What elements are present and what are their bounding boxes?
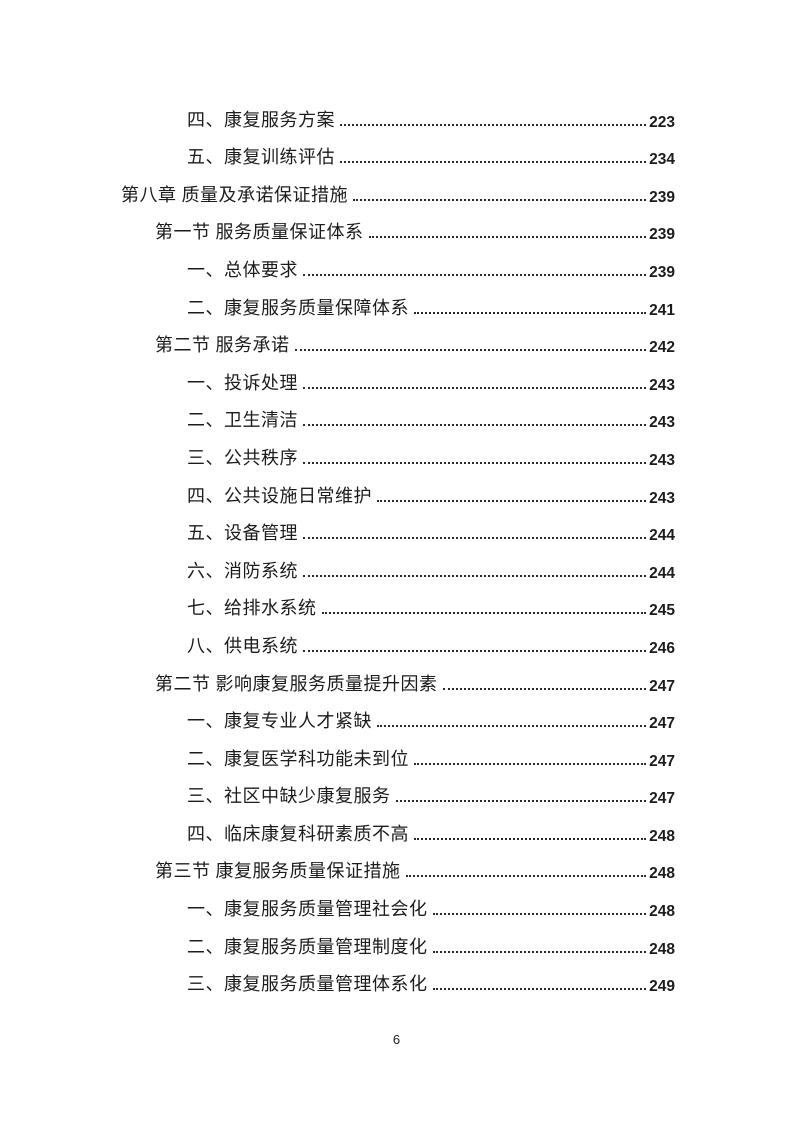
toc-entry-page: 248: [649, 940, 675, 958]
toc-entry-page: 244: [649, 527, 675, 545]
toc-entry-label: 六、消防系统: [187, 560, 298, 581]
toc-entry[interactable]: 五、设备管理 244: [121, 514, 675, 552]
toc-entry-page: 245: [649, 602, 675, 620]
toc-entry[interactable]: 二、康复服务质量管理制度化 248: [121, 927, 675, 965]
toc-entry-label: 第八章 质量及承诺保证措施: [121, 184, 348, 205]
toc-entry-label: 第二节 服务承诺: [155, 335, 290, 356]
toc-entry[interactable]: 一、康复服务质量管理社会化 248: [121, 889, 675, 927]
dot-leader: [303, 649, 647, 652]
toc-entry-label: 五、康复训练评估: [187, 147, 335, 168]
toc-entry-label: 四、公共设施日常维护: [187, 485, 372, 506]
dot-leader: [414, 762, 647, 765]
dot-leader: [303, 424, 647, 427]
toc-entry-label: 三、康复服务质量管理体系化: [187, 974, 428, 995]
toc-entry-page: 243: [649, 489, 675, 507]
toc-entry[interactable]: 四、康复服务方案 223: [121, 100, 675, 138]
dot-leader: [303, 574, 647, 577]
toc-entry-label: 第三节 康复服务质量保证措施: [155, 861, 401, 882]
toc-entry-page: 243: [649, 451, 675, 469]
toc-entry-page: 248: [649, 903, 675, 921]
toc-entry-page: 248: [649, 865, 675, 883]
dot-leader: [340, 161, 647, 164]
toc-list: 四、康复服务方案 223 五、康复训练评估 234 第八章 质量及承诺保证措施 …: [121, 100, 675, 1002]
toc-entry-label: 二、康复服务质量保障体系: [187, 297, 409, 318]
toc-entry-page: 249: [649, 978, 675, 996]
toc-entry-label: 八、供电系统: [187, 635, 298, 656]
toc-entry-label: 四、康复服务方案: [187, 109, 335, 130]
toc-entry[interactable]: 第二节 服务承诺 242: [121, 326, 675, 364]
toc-entry-page: 223: [649, 113, 675, 131]
toc-entry[interactable]: 一、康复专业人才紧缺 247: [121, 702, 675, 740]
toc-entry-label: 七、给排水系统: [187, 598, 317, 619]
dot-leader: [321, 612, 647, 615]
dot-leader: [368, 236, 647, 239]
toc-entry[interactable]: 二、康复服务质量保障体系 241: [121, 288, 675, 326]
dot-leader: [303, 461, 647, 464]
toc-entry-label: 二、康复医学科功能未到位: [187, 748, 409, 769]
dot-leader: [340, 123, 647, 126]
dot-leader: [432, 950, 647, 953]
dot-leader: [414, 311, 647, 314]
toc-entry-label: 二、卫生清洁: [187, 410, 298, 431]
toc-entry[interactable]: 二、康复医学科功能未到位 247: [121, 739, 675, 777]
toc-entry[interactable]: 二、卫生清洁 243: [121, 401, 675, 439]
dot-leader: [353, 198, 647, 201]
toc-entry[interactable]: 第八章 质量及承诺保证措施 239: [121, 175, 675, 213]
toc-entry-label: 五、设备管理: [187, 523, 298, 544]
toc-entry-page: 247: [649, 790, 675, 808]
toc-entry[interactable]: 第三节 康复服务质量保证措施 248: [121, 852, 675, 890]
toc-entry-page: 244: [649, 564, 675, 582]
dot-leader: [442, 687, 647, 690]
toc-entry[interactable]: 八、供电系统 246: [121, 626, 675, 664]
toc-entry[interactable]: 一、投诉处理 243: [121, 363, 675, 401]
toc-entry-page: 239: [649, 188, 675, 206]
toc-entry-label: 三、公共秩序: [187, 447, 298, 468]
toc-entry-label: 一、总体要求: [187, 259, 298, 280]
dot-leader: [377, 725, 647, 728]
toc-entry-label: 一、投诉处理: [187, 372, 298, 393]
dot-leader: [432, 988, 647, 991]
toc-entry[interactable]: 七、给排水系统 245: [121, 589, 675, 627]
toc-entry-page: 242: [649, 339, 675, 357]
toc-entry[interactable]: 四、公共设施日常维护 243: [121, 476, 675, 514]
toc-entry-page: 247: [649, 715, 675, 733]
toc-entry-page: 243: [649, 376, 675, 394]
dot-leader: [294, 349, 647, 352]
toc-entry-label: 二、康复服务质量管理制度化: [187, 936, 428, 957]
dot-leader: [432, 913, 647, 916]
toc-entry-page: 247: [649, 677, 675, 695]
toc-entry[interactable]: 四、临床康复科研素质不高 248: [121, 814, 675, 852]
dot-leader: [303, 273, 647, 276]
toc-entry[interactable]: 第二节 影响康复服务质量提升因素 247: [121, 664, 675, 702]
toc-entry[interactable]: 三、社区中缺少康复服务 247: [121, 777, 675, 815]
toc-entry-page: 239: [649, 263, 675, 281]
toc-entry-label: 三、社区中缺少康复服务: [187, 786, 391, 807]
toc-entry-page: 234: [649, 151, 675, 169]
toc-entry-page: 241: [649, 301, 675, 319]
toc-entry-label: 第二节 影响康复服务质量提升因素: [155, 673, 438, 694]
toc-entry-page: 246: [649, 639, 675, 657]
toc-entry[interactable]: 一、总体要求 239: [121, 250, 675, 288]
toc-entry[interactable]: 第一节 服务质量保证体系 239: [121, 213, 675, 251]
toc-entry-label: 一、康复专业人才紧缺: [187, 711, 372, 732]
toc-entry[interactable]: 三、康复服务质量管理体系化 249: [121, 965, 675, 1003]
dot-leader: [303, 537, 647, 540]
dot-leader: [303, 386, 647, 389]
dot-leader: [405, 875, 647, 878]
footer-page-number: 6: [392, 1032, 401, 1047]
toc-entry-page: 247: [649, 752, 675, 770]
toc-entry-page: 243: [649, 414, 675, 432]
toc-entry-page: 239: [649, 226, 675, 244]
toc-entry-page: 248: [649, 827, 675, 845]
dot-leader: [414, 837, 647, 840]
toc-entry[interactable]: 六、消防系统 244: [121, 551, 675, 589]
toc-entry-label: 一、康复服务质量管理社会化: [187, 899, 428, 920]
toc-entry-label: 第一节 服务质量保证体系: [155, 222, 364, 243]
toc-entry-label: 四、临床康复科研素质不高: [187, 823, 409, 844]
dot-leader: [395, 800, 647, 803]
dot-leader: [377, 499, 647, 502]
toc-entry[interactable]: 三、公共秩序 243: [121, 438, 675, 476]
toc-entry[interactable]: 五、康复训练评估 234: [121, 138, 675, 176]
